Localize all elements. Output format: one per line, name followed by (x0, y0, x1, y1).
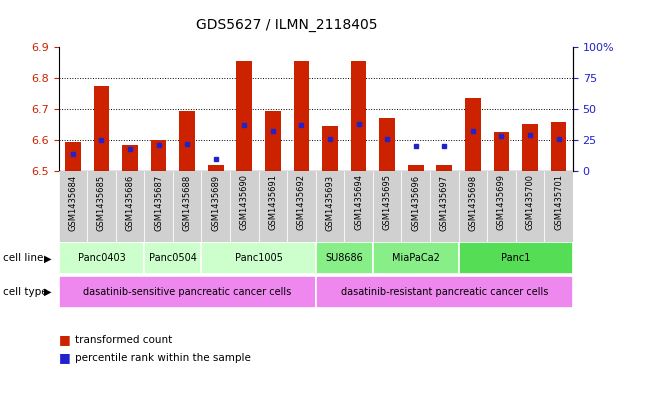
Bar (145, 242, 201, 274)
Text: GSM1435684: GSM1435684 (68, 174, 77, 231)
Bar (493, 132, 509, 171)
Text: GSM1435696: GSM1435696 (411, 174, 421, 231)
Bar (258, 171, 287, 242)
Bar (351, 61, 367, 171)
Bar (516, 171, 544, 242)
Bar (373, 171, 402, 242)
Bar (208, 165, 223, 171)
Text: ■: ■ (59, 333, 70, 347)
Text: Panc0403: Panc0403 (77, 253, 126, 263)
Bar (458, 242, 573, 274)
Text: GSM1435698: GSM1435698 (468, 174, 477, 231)
Bar (151, 140, 167, 171)
Bar (551, 122, 566, 171)
Text: SU8686: SU8686 (326, 253, 363, 263)
Text: GSM1435693: GSM1435693 (326, 174, 335, 231)
Text: Panc1005: Panc1005 (234, 253, 283, 263)
Bar (316, 242, 373, 274)
Bar (402, 171, 430, 242)
Bar (373, 242, 458, 274)
Bar (265, 111, 281, 171)
Text: cell line: cell line (3, 253, 44, 263)
Text: transformed count: transformed count (75, 335, 172, 345)
Bar (201, 242, 316, 274)
Bar (487, 171, 516, 242)
Text: GSM1435687: GSM1435687 (154, 174, 163, 231)
Bar (122, 145, 138, 171)
Text: Panc0504: Panc0504 (149, 253, 197, 263)
Text: dasatinib-resistant pancreatic cancer cells: dasatinib-resistant pancreatic cancer ce… (340, 287, 548, 297)
Bar (522, 124, 538, 171)
Bar (408, 165, 424, 171)
Text: GDS5627 / ILMN_2118405: GDS5627 / ILMN_2118405 (196, 18, 377, 32)
Text: cell type: cell type (3, 287, 48, 297)
Text: GSM1435697: GSM1435697 (440, 174, 449, 231)
Text: ▶: ▶ (44, 253, 51, 263)
Bar (322, 126, 338, 171)
Text: ▶: ▶ (44, 287, 51, 297)
Bar (465, 98, 480, 171)
Bar (544, 171, 573, 242)
Text: GSM1435695: GSM1435695 (383, 174, 392, 230)
Bar (179, 110, 195, 171)
Text: Panc1: Panc1 (501, 253, 531, 263)
Bar (230, 171, 258, 242)
Bar (294, 61, 309, 171)
Bar (316, 171, 344, 242)
Bar (59, 276, 316, 308)
Bar (201, 171, 230, 242)
Text: GSM1435686: GSM1435686 (126, 174, 135, 231)
Bar (59, 242, 145, 274)
Text: GSM1435691: GSM1435691 (268, 174, 277, 230)
Text: GSM1435700: GSM1435700 (525, 174, 534, 230)
Text: GSM1435699: GSM1435699 (497, 174, 506, 230)
Bar (430, 171, 458, 242)
Bar (116, 171, 145, 242)
Bar (65, 142, 81, 171)
Bar (87, 171, 116, 242)
Text: GSM1435694: GSM1435694 (354, 174, 363, 230)
Text: GSM1435689: GSM1435689 (211, 174, 220, 231)
Bar (458, 171, 487, 242)
Bar (316, 276, 573, 308)
Bar (59, 171, 87, 242)
Text: dasatinib-sensitive pancreatic cancer cells: dasatinib-sensitive pancreatic cancer ce… (83, 287, 291, 297)
Bar (236, 61, 252, 171)
Bar (94, 86, 109, 171)
Bar (344, 171, 373, 242)
Text: GSM1435685: GSM1435685 (97, 174, 106, 231)
Text: GSM1435688: GSM1435688 (183, 174, 191, 231)
Bar (436, 165, 452, 171)
Text: GSM1435690: GSM1435690 (240, 174, 249, 230)
Bar (287, 171, 316, 242)
Text: percentile rank within the sample: percentile rank within the sample (75, 353, 251, 363)
Text: GSM1435692: GSM1435692 (297, 174, 306, 230)
Bar (173, 171, 201, 242)
Text: ■: ■ (59, 351, 70, 364)
Bar (380, 118, 395, 171)
Text: MiaPaCa2: MiaPaCa2 (392, 253, 439, 263)
Bar (145, 171, 173, 242)
Text: GSM1435701: GSM1435701 (554, 174, 563, 230)
